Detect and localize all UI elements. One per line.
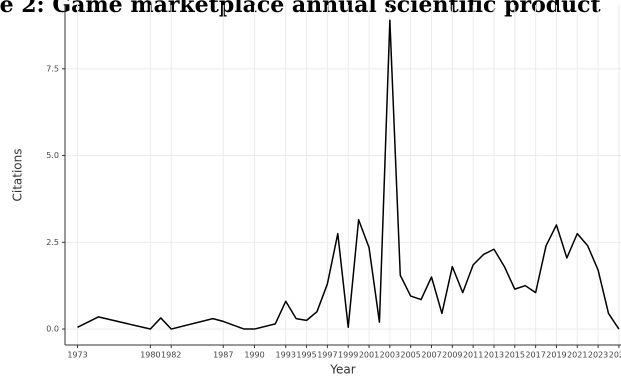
x-tick-label: 2005 [400, 351, 420, 360]
x-tick-label: 2011 [463, 351, 483, 360]
x-tick-label: 1973 [67, 351, 87, 360]
x-tick-label: 2013 [484, 351, 504, 360]
x-tick-label: 1987 [213, 351, 233, 360]
y-tick-label: 2.5 [46, 238, 59, 247]
x-tick-label: 2015 [505, 351, 525, 360]
x-tick-label: 2003 [380, 351, 400, 360]
chart-title: re 2: Game marketplace annual scientific… [0, 0, 602, 18]
y-tick-label: 7.5 [46, 64, 59, 73]
x-tick-label: 1993 [276, 351, 296, 360]
x-tick-label: 2009 [442, 351, 462, 360]
x-tick-label: 2019 [546, 351, 566, 360]
x-tick-label: 2025 [609, 351, 621, 360]
x-tick-label: 2001 [359, 351, 379, 360]
x-axis-title: Year [329, 363, 355, 377]
x-tick-label: 1997 [317, 351, 337, 360]
y-tick-label: 0.0 [46, 325, 59, 334]
y-tick-label: 5.0 [46, 151, 59, 160]
x-tick-label: 2007 [421, 351, 441, 360]
x-tick-label: 2021 [567, 351, 587, 360]
x-tick-label: 1982 [161, 351, 181, 360]
x-tick-label: 2023 [588, 351, 608, 360]
x-tick-label: 1990 [244, 351, 264, 360]
x-tick-label: 1980 [140, 351, 160, 360]
x-tick-label: 2017 [525, 351, 545, 360]
x-tick-label: 1995 [296, 351, 316, 360]
x-tick-label: 1999 [338, 351, 358, 360]
y-axis-title: Citations [11, 148, 25, 201]
line-series [77, 19, 620, 330]
